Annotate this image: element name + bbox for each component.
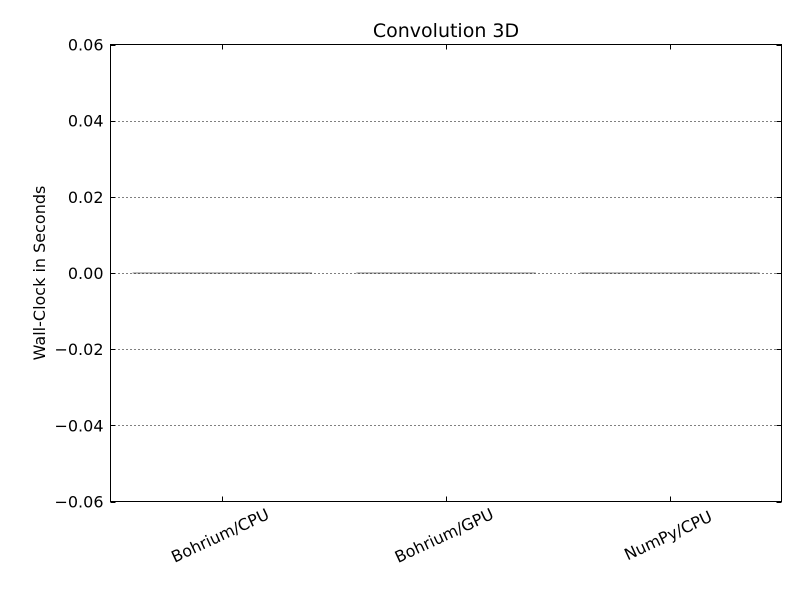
- y-axis-label: Wall-Clock in Seconds: [30, 186, 49, 361]
- y-tick-label: −0.02: [54, 340, 103, 359]
- y-tick-label: −0.06: [54, 493, 103, 512]
- axis-ticks: [110, 44, 782, 503]
- y-tick-labels: −0.06 −0.04 −0.02 0.00 0.02 0.04 0.06: [54, 36, 103, 512]
- y-tick-label: 0.04: [68, 112, 104, 131]
- y-tick-label: 0.00: [68, 264, 104, 283]
- y-tick-label: 0.02: [68, 188, 104, 207]
- y-tick-label: 0.06: [68, 36, 104, 55]
- chart-title: Convolution 3D: [373, 20, 519, 42]
- y-tick-label: −0.04: [54, 416, 103, 435]
